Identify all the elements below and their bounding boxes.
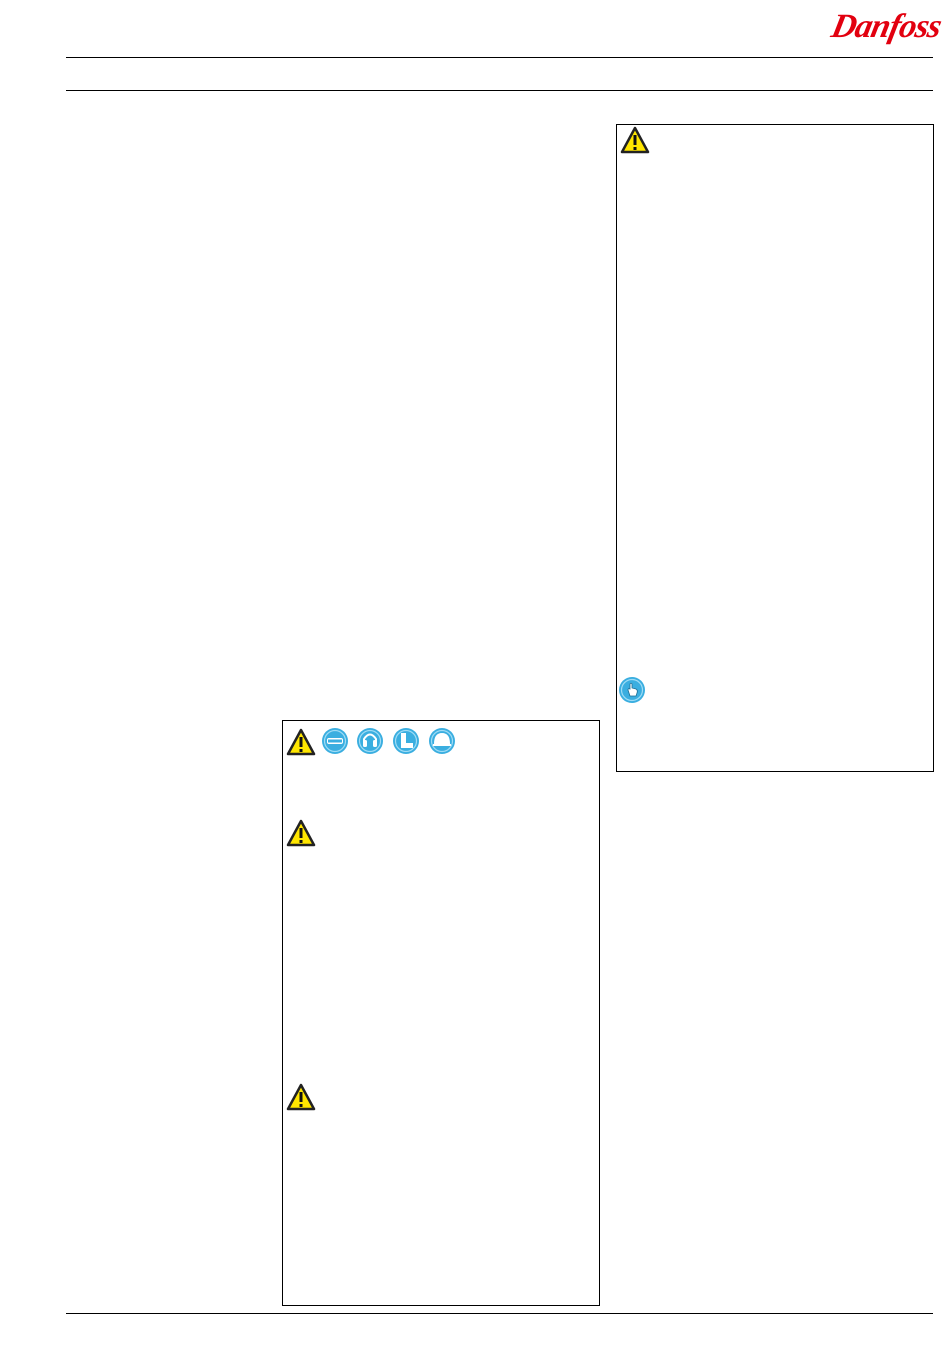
footer-rule <box>66 1313 933 1314</box>
warning-triangle-icon <box>620 126 650 154</box>
warning-triangle-icon <box>286 1083 316 1111</box>
danfoss-logo: Danfoss <box>828 8 945 45</box>
ear-protection-icon <box>356 727 384 755</box>
header-rule-bottom <box>66 90 933 91</box>
warning-triangle-icon <box>286 819 316 847</box>
safety-boots-icon <box>392 727 420 755</box>
hand-pointer-icon <box>618 676 646 704</box>
warning-box-right <box>616 124 934 772</box>
safety-helmet-icon <box>428 727 456 755</box>
header-rule-top <box>66 57 933 58</box>
warning-triangle-icon <box>286 728 316 756</box>
safety-box <box>282 720 600 1306</box>
safety-goggles-icon <box>321 727 349 755</box>
